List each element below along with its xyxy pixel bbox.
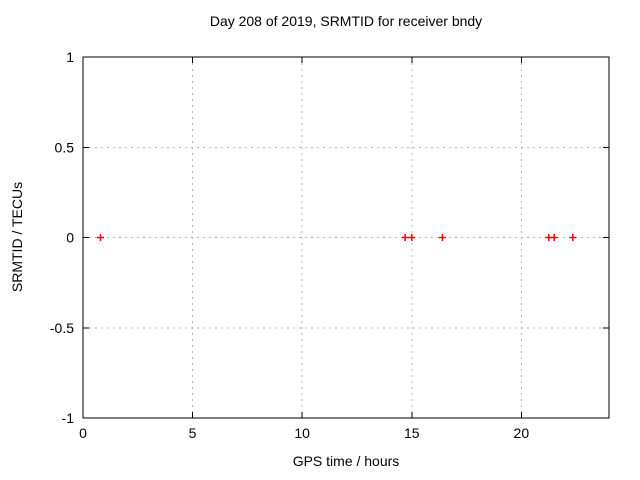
y-tick-label: -1 — [62, 410, 75, 426]
data-point-marker — [408, 234, 416, 241]
data-point-marker — [438, 234, 446, 241]
chart-title: Day 208 of 2019, SRMTID for receiver bnd… — [209, 13, 483, 29]
y-tick-label: 1 — [66, 49, 74, 65]
x-tick-label: 15 — [404, 425, 420, 441]
x-axis-label: GPS time / hours — [292, 453, 400, 469]
data-point-marker — [97, 234, 105, 241]
x-tick-label: 5 — [189, 425, 197, 441]
x-tick-label: 20 — [514, 425, 530, 441]
data-point-marker — [569, 234, 577, 241]
y-tick-label: 0.5 — [55, 139, 75, 155]
x-tick-label: 0 — [79, 425, 87, 441]
x-tick-label: 10 — [294, 425, 310, 441]
y-tick-label: 0 — [66, 230, 74, 246]
y-tick-label: -0.5 — [50, 320, 74, 336]
data-point-marker — [401, 234, 409, 241]
data-point-marker — [550, 234, 558, 241]
